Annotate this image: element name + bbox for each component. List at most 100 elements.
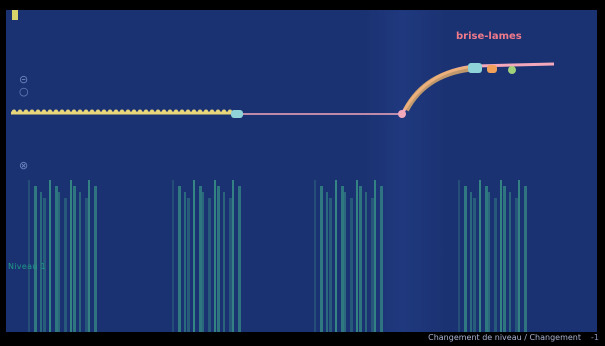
flash-band (70, 180, 72, 332)
track-bump (102, 109, 106, 114)
flash-band (524, 186, 527, 332)
track-bumps (12, 109, 232, 114)
flash-band (341, 186, 344, 332)
flash-band (40, 192, 42, 332)
flash-band (380, 186, 383, 332)
flash-band (49, 180, 51, 332)
flash-band (329, 198, 332, 332)
curve-block (468, 63, 482, 73)
flash-band (494, 198, 497, 332)
flash-band (208, 198, 211, 332)
track-bump (150, 109, 154, 114)
flash-band (320, 186, 323, 332)
curve-block-2 (487, 65, 497, 73)
flash-band (344, 192, 346, 332)
flash-band (64, 198, 67, 332)
flash-band (515, 198, 518, 332)
track-bump (66, 109, 70, 114)
player-name-label: brise-lames (456, 31, 522, 42)
track-end-block (231, 110, 243, 118)
flash-band (187, 198, 190, 332)
track-bump (12, 109, 16, 114)
flash-band (238, 186, 241, 332)
track-bump (72, 109, 76, 114)
flash-band (479, 180, 481, 332)
track-bump (120, 109, 124, 114)
flash-band (518, 180, 520, 332)
track-bump (24, 109, 28, 114)
light-glow (366, 10, 446, 332)
track-bump (60, 109, 64, 114)
flash-band (350, 198, 353, 332)
track-bump (132, 109, 136, 114)
track-bump (48, 109, 52, 114)
flash-band (79, 192, 81, 332)
game-scene (11, 62, 555, 332)
track-bump (228, 109, 232, 114)
circle-icon[interactable]: ○ (19, 85, 29, 98)
trail-curve-thick (403, 65, 477, 112)
flash-band (470, 192, 472, 332)
flash-band (371, 198, 374, 332)
track-bump (180, 109, 184, 114)
junction-node (398, 110, 406, 118)
player-orb[interactable] (508, 66, 516, 74)
track-bump (204, 109, 208, 114)
flash-band (172, 180, 174, 332)
flash-band (356, 180, 358, 332)
track-bump (42, 109, 46, 114)
flash-band (503, 186, 506, 332)
track-bump (192, 109, 196, 114)
flash-bands (28, 180, 527, 332)
flash-band (223, 192, 225, 332)
track-bump (168, 109, 172, 114)
flash-band (326, 192, 328, 332)
status-extra: -1 (591, 333, 599, 342)
flash-band (488, 192, 490, 332)
flash-band (184, 192, 186, 332)
track-bump (210, 109, 214, 114)
status-bar: Changement de niveau / Changement -1 (0, 332, 605, 346)
flash-band (473, 198, 476, 332)
track-bump (216, 109, 220, 114)
flash-band (229, 198, 232, 332)
flash-band (374, 180, 376, 332)
track-bump (126, 109, 130, 114)
track-bump (78, 109, 82, 114)
flash-band (214, 180, 216, 332)
game-stage[interactable]: ⊝ ○ ⊗ brise-lames Niveau 1 (6, 10, 597, 332)
track-bump (84, 109, 88, 114)
flash-band (28, 180, 30, 332)
flash-band (85, 198, 88, 332)
flash-band (485, 186, 488, 332)
track-bump (198, 109, 202, 114)
flash-band (199, 186, 202, 332)
track-bump (162, 109, 166, 114)
flash-band (202, 192, 204, 332)
flash-band (464, 186, 467, 332)
status-text: Changement de niveau / Changement (428, 333, 581, 342)
track-bump (96, 109, 100, 114)
flash-band (73, 186, 76, 332)
flash-band (217, 186, 220, 332)
track-bump (108, 109, 112, 114)
close-circle-icon[interactable]: ⊗ (19, 159, 29, 172)
flash-band (58, 192, 60, 332)
track-bump (30, 109, 34, 114)
flash-band (359, 186, 362, 332)
level-label: Niveau 1 (8, 262, 46, 271)
flash-band (509, 192, 511, 332)
flash-band (34, 186, 37, 332)
flash-band (500, 180, 502, 332)
track-bump (36, 109, 40, 114)
flash-band (94, 186, 97, 332)
track-bump (138, 109, 142, 114)
circle-icon[interactable]: ⊝ (19, 73, 29, 86)
flash-band (232, 180, 234, 332)
flash-band (43, 198, 46, 332)
track-bump (144, 109, 148, 114)
level-marker-icon (12, 10, 18, 20)
flash-band (178, 186, 181, 332)
track-bump (222, 109, 226, 114)
